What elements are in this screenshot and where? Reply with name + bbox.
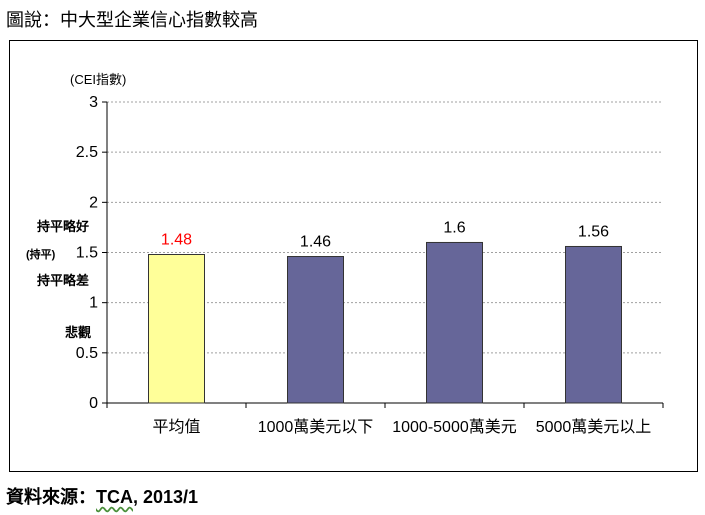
y-tick-label: 1 bbox=[89, 295, 98, 312]
annotation-pessimistic: 悲觀 bbox=[65, 325, 92, 340]
y-tick-label: 2.5 bbox=[76, 144, 98, 161]
y-tick-label: 2 bbox=[89, 194, 98, 211]
source-suffix: , 2013/1 bbox=[133, 487, 199, 507]
source-line: 資料來源：TCA, 2013/1 bbox=[6, 483, 198, 509]
data-label: 1.6 bbox=[443, 219, 465, 236]
bar bbox=[426, 241, 483, 404]
y-tick-label: 3 bbox=[89, 94, 98, 111]
bar-chart: (CEI指數) 0 0.5 1 1.5 2 2.5 3 1.48 平均值 1.46 1000萬美元以下… bbox=[70, 72, 664, 436]
x-tick-label: 平均值 bbox=[152, 418, 200, 436]
source-prefix: 資料來源： bbox=[6, 487, 96, 507]
x-tick-label: 5000萬美元以上 bbox=[536, 418, 652, 436]
x-tick-label: 1000萬美元以下 bbox=[258, 418, 374, 436]
y-axis-label: (CEI指數) bbox=[70, 72, 126, 87]
chart-frame: (CEI指數) 0 0.5 1 1.5 2 2.5 3 1.48 平均值 1.46 1000萬美元以下… bbox=[9, 40, 698, 472]
bar bbox=[565, 245, 622, 404]
data-label: 1.56 bbox=[578, 223, 609, 240]
y-tick-label: 0.5 bbox=[76, 345, 98, 362]
y-tick-label: 0 bbox=[89, 395, 98, 412]
bar bbox=[148, 254, 205, 404]
data-label: 1.46 bbox=[300, 234, 331, 251]
figure-title: 圖說：中大型企業信心指數較高 bbox=[6, 10, 258, 30]
annotation-slightly-good: 持平略好 bbox=[37, 219, 90, 234]
annotation-neutral: (持平) bbox=[26, 249, 56, 261]
bar bbox=[287, 256, 344, 404]
data-label: 1.48 bbox=[161, 232, 192, 249]
annotation-slightly-bad: 持平略差 bbox=[37, 273, 90, 288]
source-org: TCA bbox=[96, 487, 133, 507]
y-tick-label: 1.5 bbox=[76, 245, 98, 262]
x-tick-label: 1000-5000萬美元 bbox=[392, 418, 517, 436]
